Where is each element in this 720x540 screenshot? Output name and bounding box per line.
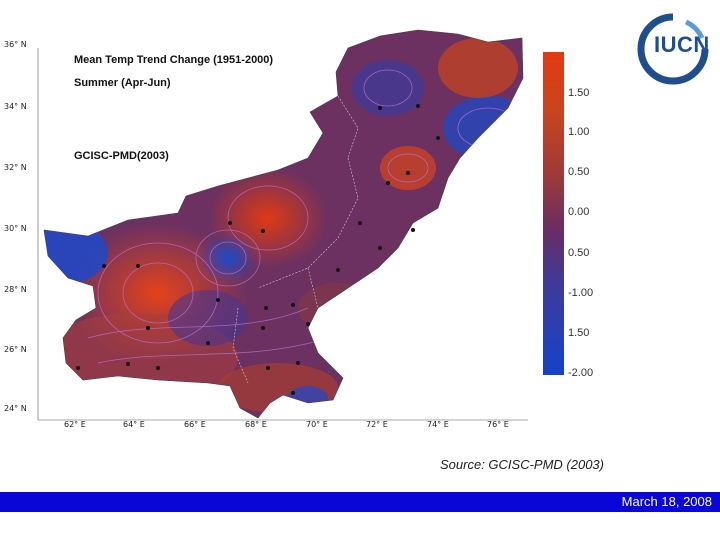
legend-label-4: 0.00 [568,206,590,218]
source-caption: Source: GCISC-PMD (2003) [440,457,604,472]
iucn-logo-text: IUCN [654,32,710,57]
map-credit: GCISC-PMD(2003) [74,150,169,162]
footer-bar: March 18, 2008 [0,492,720,512]
lon-label-68: 68° E [245,420,267,429]
lat-label-26: 26° N [4,345,27,354]
iucn-logo-icon [637,13,709,85]
lat-label-36: 36° N [4,40,27,49]
color-scale-bar [543,52,564,375]
temperature-trend-map: Mean Temp Trend Change (1951-2000) Summe… [8,8,528,440]
legend-label-2: 1.00 [568,126,590,138]
lon-label-72: 72° E [366,420,388,429]
legend-label-6: -1.00 [568,287,594,299]
lon-label-74: 74° E [427,420,449,429]
lon-label-76: 76° E [487,420,509,429]
legend-label-7: 1.50 [568,327,590,339]
axis-ticks [37,48,528,421]
lon-label-64: 64° E [123,420,145,429]
lat-label-28: 28° N [4,285,27,294]
map-title: Mean Temp Trend Change (1951-2000) [74,54,274,66]
map-canvas [37,29,528,421]
lat-label-24: 24° N [4,404,27,413]
footer-date: March 18, 2008 [621,494,712,509]
legend-label-3: 0.50 [568,166,590,178]
map-title-block: Mean Temp Trend Change (1951-2000) Summe… [74,54,274,162]
legend-label-8: -2.00 [568,367,594,379]
legend-label-5: 0.50 [568,247,590,259]
country-outline [43,29,524,419]
lon-label-62: 62° E [64,420,86,429]
lat-label-32: 32° N [4,163,27,172]
city-markers [76,104,440,395]
lon-label-66: 66° E [184,420,206,429]
legend-label-1: 1.50 [568,87,590,99]
lat-label-34: 34° N [4,102,27,111]
lat-label-30: 30° N [4,224,27,233]
map-subtitle: Summer (Apr-Jun) [74,77,171,89]
lon-label-70: 70° E [306,420,328,429]
